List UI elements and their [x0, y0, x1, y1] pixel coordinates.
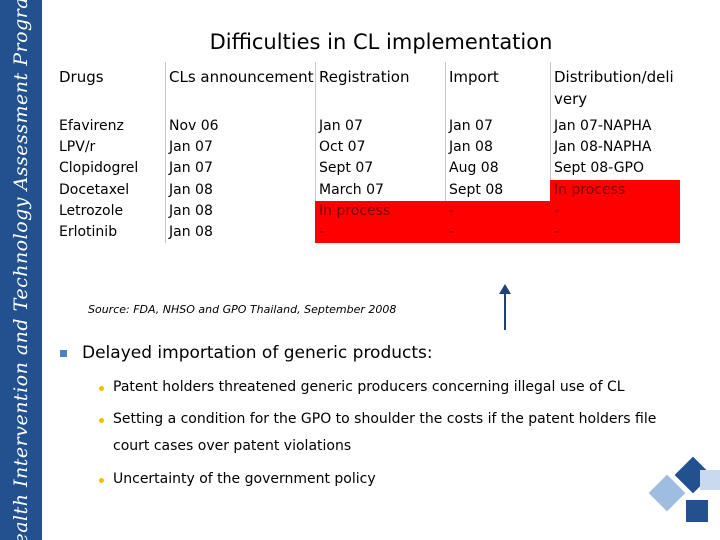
table-cell: Jan 08 — [169, 181, 213, 198]
table-cell: - — [550, 222, 680, 244]
bullet: Delayed importation of generic products: — [82, 343, 433, 363]
table-cell: Sept 08-GPO — [554, 160, 645, 177]
table-cell: Jan 07-NAPHA — [554, 118, 652, 134]
table-cell: Jan 07 — [449, 118, 493, 134]
table-cell: Jan 08-NAPHA — [554, 139, 652, 156]
table-cell: - — [315, 222, 445, 244]
column-divider — [550, 62, 551, 243]
sub-bullet-marker — [99, 478, 104, 483]
table-cell: In process — [550, 179, 680, 201]
table-cell: Aug 08 — [449, 160, 499, 177]
table-cell: - — [550, 200, 680, 222]
deco-square — [700, 470, 720, 490]
column-divider — [315, 62, 316, 243]
header-cell: Registration — [319, 68, 410, 86]
table-cell: Jan 07 — [319, 118, 363, 134]
column-divider — [445, 62, 446, 243]
table-cell: Jan 08 — [169, 202, 213, 219]
table-cell: In process — [315, 200, 445, 222]
table-cell: - — [445, 222, 550, 244]
table-cell: Letrozole — [59, 202, 124, 219]
sub-bullet: Patent holders threatened generic produc… — [113, 379, 625, 395]
table-cell: LPV/r — [59, 139, 96, 156]
column-divider — [165, 62, 166, 243]
table-cell: Oct 07 — [319, 139, 366, 156]
header-cell: CLs announcement — [169, 68, 314, 86]
arrow-head — [499, 284, 511, 294]
sidebar: Health Intervention and Technology Asses… — [0, 0, 42, 540]
table-cell: March 07 — [319, 181, 384, 198]
table-cell: Erlotinib — [59, 224, 118, 240]
sub-bullet: Setting a condition for the GPO to shoul… — [113, 411, 657, 454]
table-cell: - — [445, 200, 550, 222]
table-cell: Sept 07 — [319, 160, 374, 177]
sub-bullet-marker — [99, 418, 104, 423]
bullet-marker — [60, 350, 67, 357]
sub-bullet: Uncertainty of the government policy — [113, 471, 376, 487]
table-cell: Jan 07 — [169, 160, 213, 177]
table-cell: Efavirenz — [59, 118, 124, 134]
deco-square — [686, 500, 708, 522]
table-cell: Jan 07 — [169, 139, 213, 156]
deco-square — [648, 474, 686, 512]
table-cell: Jan 08 — [449, 139, 493, 156]
table-cell: Nov 06 — [169, 118, 219, 134]
table-cell: Docetaxel — [59, 181, 130, 198]
title: Difficulties in CL implementation — [209, 30, 553, 54]
header-cell: Distribution/delivery — [554, 68, 674, 108]
sub-bullet-marker — [99, 386, 104, 391]
header-cell: Drugs — [59, 68, 104, 86]
table-cell: Sept 08 — [449, 181, 504, 198]
header-cell: Import — [449, 68, 499, 86]
source: Source: FDA, NHSO and GPO Thailand, Sept… — [88, 303, 397, 316]
table-cell: Clopidogrel — [59, 160, 139, 177]
table-cell: Jan 08 — [169, 224, 213, 240]
